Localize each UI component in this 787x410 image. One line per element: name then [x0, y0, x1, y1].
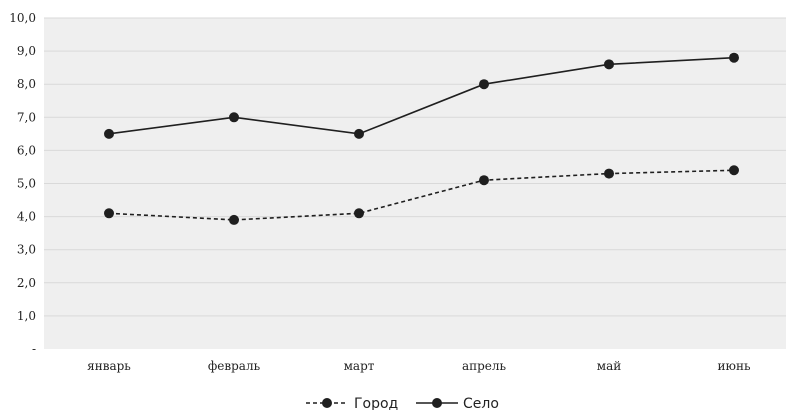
- x-tick-label: июнь: [718, 359, 751, 373]
- data-point: [479, 175, 489, 186]
- x-axis-ticks: январь февраль март апрель май июнь: [87, 359, 751, 373]
- data-point: [354, 128, 364, 139]
- data-point: [354, 208, 364, 219]
- y-tick-label: 6,0: [17, 143, 36, 157]
- data-point: [729, 52, 739, 63]
- y-axis-ticks: - 1,0 2,0 3,0 4,0 5,0 6,0 7,0 8,0 9,0 10,0: [9, 11, 36, 356]
- data-point: [604, 59, 614, 70]
- legend-marker: [432, 398, 442, 408]
- gridlines: [44, 17, 786, 317]
- y-tick-label: 3,0: [17, 243, 36, 257]
- y-tick-label: 4,0: [17, 210, 36, 224]
- data-point: [104, 208, 114, 219]
- data-point: [229, 214, 239, 225]
- data-point: [104, 128, 114, 139]
- y-tick-label: 9,0: [17, 44, 36, 58]
- y-tick-label: -: [32, 342, 36, 356]
- series-gorod: [104, 165, 739, 225]
- legend-marker: [322, 398, 332, 408]
- x-tick-label: апрель: [462, 359, 507, 373]
- y-tick-label: 1,0: [17, 309, 36, 323]
- y-tick-label: 2,0: [17, 276, 36, 290]
- data-point: [729, 165, 739, 176]
- x-tick-label: февраль: [208, 359, 261, 373]
- data-point: [229, 112, 239, 123]
- x-tick-label: январь: [87, 359, 131, 373]
- legend-label: Село: [463, 396, 499, 410]
- legend-item: Город: [306, 396, 398, 410]
- data-point: [479, 79, 489, 90]
- legend-label: Город: [354, 396, 398, 410]
- y-tick-label: 10,0: [9, 11, 36, 25]
- y-tick-label: 7,0: [17, 110, 36, 124]
- data-point: [604, 168, 614, 179]
- series-line: [108, 169, 735, 221]
- series-group: [104, 52, 739, 225]
- series-selo: [104, 52, 739, 139]
- x-tick-label: март: [344, 359, 375, 373]
- legend: Город Село: [306, 396, 499, 410]
- legend-item: Село: [416, 396, 499, 410]
- series-line: [108, 56, 735, 135]
- y-tick-label: 8,0: [17, 77, 36, 91]
- x-tick-label: май: [597, 359, 622, 373]
- y-tick-label: 5,0: [17, 177, 36, 191]
